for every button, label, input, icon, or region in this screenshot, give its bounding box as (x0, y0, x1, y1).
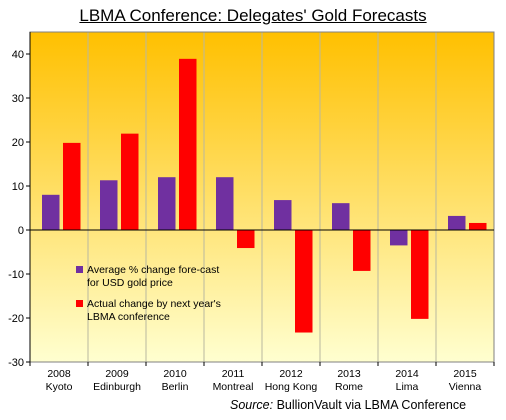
legend-swatch-series-2 (76, 300, 83, 307)
bar-2013-series-1 (332, 203, 350, 230)
x-label-city: Lima (396, 381, 419, 393)
bar-2008-series-1 (42, 194, 60, 230)
bar-2008-series-2 (63, 142, 81, 230)
bar-2013-series-2 (353, 230, 371, 271)
bar-2011-series-2 (237, 230, 255, 249)
legend-label-series-1: Average % change fore-cast (87, 264, 219, 276)
source-note: Source: BullionVault via LBMA Conference (230, 398, 496, 412)
chart-title: LBMA Conference: Delegates' Gold Forecas… (79, 6, 427, 25)
bar-2015-series-2 (469, 222, 487, 230)
legend-swatch-series-1 (76, 266, 83, 273)
x-label-city: Hong Kong (265, 381, 318, 393)
x-label-year: 2012 (279, 368, 303, 380)
legend-label-series-2: Actual change by next year's (87, 298, 221, 310)
x-label-city: Kyoto (46, 381, 73, 393)
legend-label-series-2: LBMA conference (87, 311, 170, 323)
legend-label-series-1: for USD gold price (87, 277, 173, 289)
x-label-year: 2009 (105, 368, 129, 380)
y-tick-label: 20 (12, 137, 24, 149)
y-tick-label: -30 (8, 357, 24, 369)
source-label: Source: (230, 398, 274, 412)
bar-2010-series-2 (179, 58, 197, 231)
bar-2010-series-1 (158, 177, 176, 230)
x-label-year: 2015 (453, 368, 477, 380)
y-tick-label: 0 (18, 225, 24, 237)
x-label-year: 2010 (163, 368, 187, 380)
x-label-year: 2013 (337, 368, 361, 380)
x-label-city: Berlin (162, 381, 189, 393)
x-label-year: 2008 (47, 368, 71, 380)
bar-2011-series-1 (216, 177, 234, 230)
y-tick-label: 10 (12, 181, 24, 193)
y-tick-label: 40 (12, 49, 24, 61)
bar-2012-series-1 (274, 200, 292, 230)
x-label-city: Rome (335, 381, 363, 393)
source-text: BullionVault via LBMA Conference (276, 398, 467, 412)
bar-2014-series-2 (411, 230, 429, 319)
bar-2014-series-1 (390, 230, 408, 246)
x-label-year: 2011 (222, 368, 245, 380)
bar-2009-series-2 (121, 133, 139, 230)
bar-2015-series-1 (448, 215, 466, 230)
y-tick-label: -20 (8, 313, 24, 325)
y-tick-label: 30 (12, 93, 24, 105)
bar-2012-series-2 (295, 230, 313, 333)
y-tick-label: -10 (8, 269, 24, 281)
x-label-city: Edinburgh (93, 381, 141, 393)
x-label-city: Montreal (213, 381, 254, 393)
x-label-year: 2014 (395, 368, 419, 380)
x-label-city: Vienna (449, 381, 482, 393)
bars (42, 58, 487, 333)
bar-2009-series-1 (100, 180, 118, 230)
grid-lines (87, 32, 437, 362)
